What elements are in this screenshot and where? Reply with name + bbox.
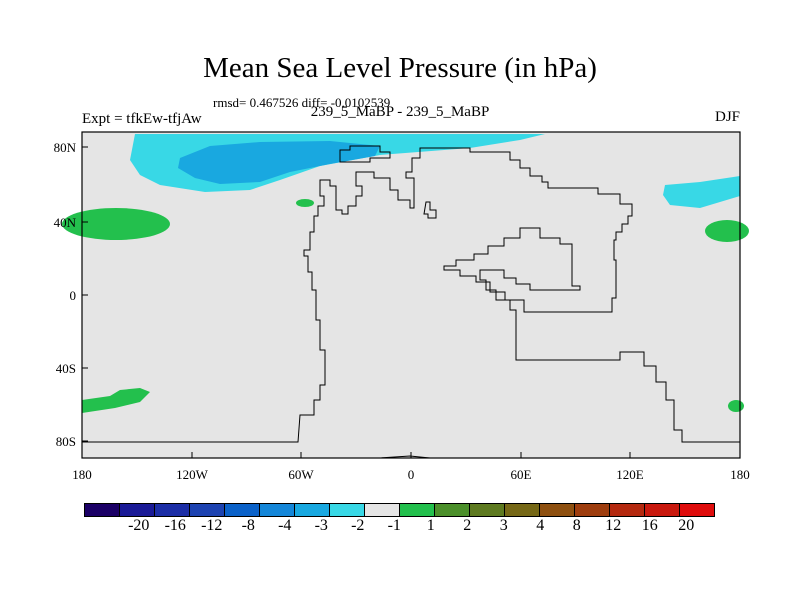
colorbar-label: -1 — [387, 517, 401, 534]
x-tick-label: 0 — [407, 467, 415, 482]
colorbar-label: 2 — [463, 517, 472, 534]
colorbar-label: -16 — [164, 517, 186, 534]
colorbar-swatch — [259, 503, 295, 517]
colorbar-label: -20 — [128, 517, 150, 534]
coastline-south — [379, 455, 431, 459]
x-tick-label: 180 — [730, 467, 750, 482]
colorbar-swatch — [644, 503, 680, 517]
colorbar-swatch — [329, 503, 365, 517]
colorbar-swatch — [294, 503, 330, 517]
y-tick-label: 0 — [69, 288, 77, 303]
x-tick-label: 120W — [176, 467, 208, 482]
colorbar-label: -4 — [278, 517, 292, 534]
coastline-main — [82, 147, 740, 443]
colorbar-swatch — [189, 503, 225, 517]
comparison-label: 239_5_MaBP - 239_5_MaBP — [310, 104, 490, 120]
colorbar-swatch — [224, 503, 260, 517]
y-tick-label: 40N — [53, 215, 76, 230]
anomaly-fill-ne-pacific — [663, 176, 740, 208]
colorbar-swatch — [84, 503, 120, 517]
experiment-label: Expt = tfkEw-tfjAw — [82, 111, 202, 127]
coastlines — [82, 145, 740, 459]
x-tick-label: 60W — [288, 467, 314, 482]
colorbar-swatch — [539, 503, 575, 517]
colorbar-swatch — [679, 503, 715, 517]
colorbar-swatch — [469, 503, 505, 517]
stats-subtitle: rmsd= 0.467526 diff= -0.0102539 — [213, 95, 391, 110]
y-tick-label: 80S — [55, 434, 76, 449]
colorbar-swatch — [609, 503, 645, 517]
colorbar-label: -2 — [351, 517, 365, 534]
colorbar-swatch — [154, 503, 190, 517]
colorbar-label: 1 — [426, 517, 435, 534]
colorbar-label: -3 — [314, 517, 328, 534]
season-label: DJF — [714, 109, 740, 125]
x-tick-label: 120E — [616, 467, 644, 482]
colorbar-swatch — [119, 503, 155, 517]
anomaly-fill-s-pacific — [82, 388, 150, 413]
x-tick-label: 180 — [72, 467, 92, 482]
colorbar-swatch — [364, 503, 400, 517]
colorbar-swatch — [434, 503, 470, 517]
colorbar-label: 8 — [572, 517, 581, 534]
anomaly-fill-greenland-core — [178, 141, 380, 184]
chart-title: Mean Sea Level Pressure (in hPa) — [203, 52, 597, 84]
colorbar-label: 16 — [641, 517, 658, 534]
y-tick-label: 40S — [55, 361, 76, 376]
coastline-island — [423, 201, 437, 219]
colorbar — [84, 503, 715, 517]
tick-marks — [82, 146, 631, 458]
y-tick-label: 80N — [53, 140, 76, 155]
colorbar-label: 20 — [678, 517, 695, 534]
colorbar-label: -12 — [201, 517, 223, 534]
colorbar-label: 3 — [499, 517, 508, 534]
colorbar-label: 12 — [605, 517, 622, 534]
anomaly-fill-n-pacific-west — [62, 208, 170, 240]
x-tick-label: 60E — [510, 467, 532, 482]
coastline-greenland — [339, 145, 391, 163]
colorbar-swatch — [399, 503, 435, 517]
anomaly-fill-n-atlantic-small — [296, 199, 314, 207]
anomaly-fill-s-pacific-east — [728, 400, 744, 412]
anomaly-fill-n-pacific-east — [705, 220, 749, 242]
colorbar-swatch — [574, 503, 610, 517]
colorbar-swatch — [504, 503, 540, 517]
colorbar-label: 4 — [536, 517, 545, 534]
colorbar-label: -8 — [241, 517, 255, 534]
